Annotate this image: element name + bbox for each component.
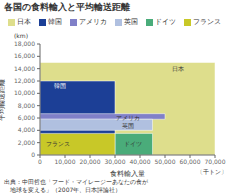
html-text:日本: 日本	[17, 18, 31, 26]
html-text:〔千トン〕: 〔千トン〕	[197, 168, 227, 175]
html-text:ドイツ: ドイツ	[155, 18, 176, 26]
svg-text:6,000: 6,000	[18, 114, 35, 121]
svg-text:0: 0	[38, 158, 42, 165]
html-text:出典：中田哲也「フード・マイレージーあなたの食が: 出典：中田哲也「フード・マイレージーあなたの食が	[4, 178, 148, 185]
svg-text:14,000: 14,000	[14, 65, 35, 72]
svg-text:10,000: 10,000	[14, 89, 35, 96]
svg-text:0: 0	[31, 151, 35, 158]
svg-text:10,000: 10,000	[55, 158, 76, 165]
html-text:(km): (km)	[14, 32, 28, 39]
html-text:英国: 英国	[124, 18, 138, 26]
svg-text:40,000: 40,000	[130, 158, 151, 165]
svg-text:16,000: 16,000	[14, 52, 35, 59]
html-text:各国の食料輸入と平均輸送距離: 各国の食料輸入と平均輸送距離	[4, 2, 130, 12]
svg-text:日本: 日本	[172, 65, 184, 72]
html-text:フランス: フランス	[193, 18, 221, 26]
svg-text:4,000: 4,000	[18, 126, 35, 133]
svg-text:フランス: フランス	[46, 140, 70, 147]
svg-text:ドイツ: ドイツ	[124, 140, 142, 147]
svg-text:アメリカ: アメリカ	[116, 114, 140, 121]
svg-text:12,000: 12,000	[14, 77, 35, 84]
svg-text:18,000: 18,000	[14, 40, 35, 47]
svg-text:8,000: 8,000	[18, 102, 35, 109]
html-text:アメリカ: アメリカ	[79, 18, 107, 26]
html-text:韓国: 韓国	[48, 18, 62, 26]
svg-text:30,000: 30,000	[105, 158, 126, 165]
svg-text:50,000: 50,000	[155, 158, 176, 165]
svg-text:韓国: 韓国	[54, 82, 66, 89]
svg-text:60,000: 60,000	[180, 158, 201, 165]
svg-text:70,000: 70,000	[205, 158, 222, 165]
svg-text:2,000: 2,000	[18, 139, 35, 146]
svg-text:英国: 英国	[122, 122, 134, 129]
svg-text:食料輸入量: 食料輸入量	[110, 170, 145, 177]
html-text:地球を変える」（2007年、日本評論社）: 地球を変える」（2007年、日本評論社）	[4, 185, 122, 193]
svg-text:20,000: 20,000	[80, 158, 101, 165]
